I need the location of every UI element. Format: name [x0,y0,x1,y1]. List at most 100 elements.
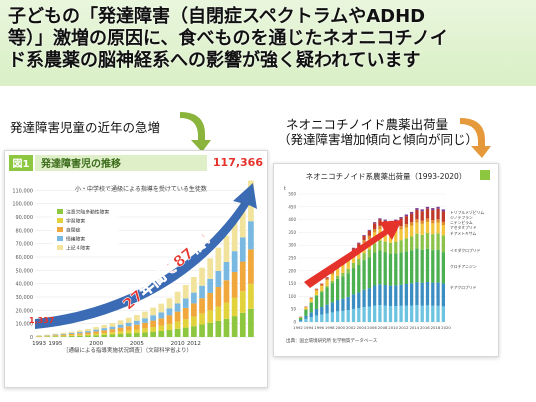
right-bar-segment [325,280,329,286]
right-bar-segment [441,209,445,212]
left-bar-segment [134,329,140,334]
left-bar-segment [150,320,156,328]
right-bar-segment [383,230,387,242]
left-bar-segment [101,325,108,329]
right-y-tick-label: 150 [288,281,296,286]
right-bar-segment [346,310,350,322]
left-chart-panel: 図1 発達障害児の推移 小・中学校で通級による指導を受けている生徒数 0 10,0… [4,150,268,388]
right-bar-segment [314,289,319,291]
left-bar-segment [85,332,91,335]
left-bar-segment [174,321,181,329]
right-bar-segment [399,284,403,306]
right-bar-segment [373,243,377,253]
right-bar-segment [441,221,445,226]
left-bar-segment [117,324,124,328]
right-legend-label: ジノテフラン [450,215,473,220]
right-bar-segment [330,302,334,313]
left-y-tick-label: 70,000 [16,242,34,248]
left-bar-segment [142,322,148,329]
right-bar-segment [404,216,408,225]
right-legend-label: トリフルメゾピリム [450,210,484,215]
right-bar-segment [299,317,303,320]
left-bar-segment [191,326,197,337]
left-legend-label: 上記４障害 [66,245,90,252]
left-bar-segment [150,315,156,321]
right-bar-segment [336,311,340,322]
left-bar-segment [207,258,214,279]
right-bar-segment [309,317,313,322]
left-bar-segment [68,335,75,337]
right-bar-segment [420,223,424,235]
right-bar-segment [357,308,361,322]
right-bar-segment [394,231,398,242]
right-bar-segment [373,229,377,233]
right-bar-segment [309,298,313,303]
right-bar-segment [420,220,424,224]
right-bar-segment [394,306,398,322]
right-bar-segment [336,275,340,279]
left-bar-segment [93,333,99,336]
left-bar-segment [215,247,222,271]
right-bar-segment [373,252,377,286]
left-legend-swatch [57,245,63,250]
left-bar-segment [117,331,124,334]
right-bar-segment [441,283,445,307]
right-bar-segment [346,268,350,274]
figure-label-box [9,155,33,171]
right-y-tick-label: 50 [291,307,297,312]
right-bar-segment [351,254,356,263]
right-bar-segment [388,305,393,322]
right-bar-segment [325,304,329,314]
right-bar-segment [441,306,445,322]
right-bar-segment [346,260,350,269]
right-bar-segment [404,224,408,228]
left-bar-segment [207,292,214,311]
right-bar-segment [378,284,382,306]
left-x-tick-label: 2010 [171,341,185,347]
right-bar-segment [410,211,414,214]
left-bar-segment [44,335,51,337]
right-bar-segment [362,253,366,261]
left-bar-segment [60,336,67,337]
left-legend-swatch [57,218,63,223]
right-bar-segment [341,276,345,299]
right-bar-segment [399,252,403,285]
right-x-tick-label: 2016 [420,325,430,330]
right-bar-segment [425,221,430,234]
right-bar-segment [299,320,303,322]
right-x-tick-label: 1994 [304,325,314,330]
right-bar-segment [362,307,366,322]
left-bar-segment [150,307,156,316]
right-bar-segment [336,268,340,276]
right-bar-segment [357,292,361,309]
right-bar-segment [436,282,440,306]
right-bar-segment [383,284,387,306]
left-bar-segment [60,333,67,335]
right-bar-segment [362,260,366,290]
right-bar-segment [410,283,414,306]
left-bar-segment [239,261,246,292]
right-bar-segment [341,272,345,277]
headline-line-1: 子どもの「発達障害（自閉症スペクトラムやADHD [8,6,426,27]
left-bar-segment [109,323,116,327]
right-bar-segment [367,306,371,322]
left-bar-segment [93,331,99,334]
right-bar-segment [431,208,435,211]
left-bar-segment [166,315,173,324]
left-chart-subtitle: 小・中学校で通級による指導を受けている生徒数 [75,185,207,193]
left-bar-segment [134,333,140,337]
figure-label: 図1 [13,158,30,170]
left-bar-segment [150,331,156,337]
right-bar-segment [410,236,414,251]
left-bar-segment [223,302,230,319]
right-bar-segment [373,305,377,322]
left-bar-segment [239,202,246,238]
left-bar-segment [60,332,67,334]
left-bar-segment [142,311,148,319]
left-bar-segment [85,335,91,337]
right-bar-segment [378,219,382,226]
right-bar-segment [304,315,308,319]
left-x-tick-label: 2005 [130,341,144,347]
right-y-tick-label: 100 [288,294,296,299]
right-bar-segment [362,235,366,241]
